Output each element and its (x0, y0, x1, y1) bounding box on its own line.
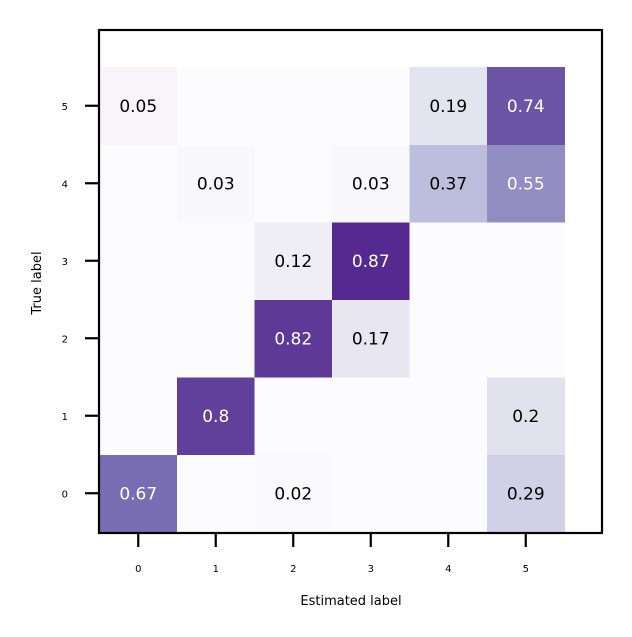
heatmap-cell-2-4 (254, 144, 333, 223)
cell-value-5-4: 0.55 (507, 174, 545, 194)
x-axis-title: Estimated label (300, 594, 401, 609)
heatmap-cell-4-4 (409, 144, 488, 223)
cell-value-5-1: 0.2 (512, 407, 539, 427)
cell-value-2-3: 0.12 (274, 252, 312, 272)
x-tick-label-1: 1 (213, 564, 219, 575)
heatmap-cell-1-1 (177, 377, 255, 455)
heatmap-cell-1-3 (177, 222, 255, 300)
y-axis-ticks: 0 1 2 3 4 5 (62, 102, 99, 500)
heatmap-cell-1-4 (177, 144, 255, 223)
cell-value-labels: 0.67 0.02 0.29 0.8 0.2 0.82 0.17 0.12 0.87 0.03 0.… (119, 97, 544, 505)
heatmap-cell-1-0 (177, 454, 255, 533)
x-tick-label-3: 3 (368, 564, 374, 575)
x-tick-label-2: 2 (290, 564, 296, 575)
y-tick-label-4: 4 (62, 179, 68, 190)
heatmap-cell-3-1 (332, 377, 410, 455)
heatmap-cell-3-0 (332, 454, 410, 533)
heatmap-cell-5-0 (487, 454, 565, 533)
y-tick-label-2: 2 (62, 334, 68, 345)
cell-value-3-2: 0.17 (352, 329, 390, 349)
heatmap-cell-5-1 (487, 377, 565, 455)
x-axis-ticks: 0 1 2 3 4 5 (135, 533, 529, 575)
cell-value-0-0: 0.67 (119, 484, 157, 504)
heatmap-cell-2-2 (254, 299, 333, 378)
cell-value-3-4: 0.03 (352, 174, 390, 194)
heatmap-cell-5-2 (487, 299, 565, 378)
heatmap-cell-4-0 (409, 454, 488, 533)
x-tick-label-5: 5 (523, 564, 529, 575)
heatmap-cell-0-1 (99, 377, 178, 455)
heatmap-cell-4-1 (409, 377, 488, 455)
heatmap-cell-4-2 (409, 299, 488, 378)
cell-value-4-5: 0.19 (429, 97, 467, 117)
cell-value-0-5: 0.05 (119, 97, 157, 117)
cell-value-2-0: 0.02 (274, 484, 312, 504)
y-tick-label-0: 0 (62, 489, 68, 500)
x-tick-label-4: 4 (445, 564, 451, 575)
heatmap-cell-5-3 (487, 222, 565, 300)
heatmap-cell-4-3 (409, 222, 488, 300)
cell-value-4-4: 0.37 (429, 174, 467, 194)
heatmap-cell-2-1 (254, 377, 333, 455)
cell-value-5-5: 0.74 (507, 97, 545, 117)
heatmap-cell-5-5 (487, 67, 565, 145)
heatmap-cell-3-4 (332, 144, 410, 223)
heatmap-cell-0-2 (99, 299, 178, 378)
heatmap-cell-3-5 (332, 67, 410, 145)
heatmap-cell-0-5 (99, 67, 178, 145)
y-tick-label-3: 3 (62, 257, 68, 268)
heatmap-cell-5-4 (487, 144, 565, 223)
cell-value-3-3: 0.87 (352, 252, 390, 272)
heatmap-cell-2-0 (254, 454, 333, 533)
heatmap-cell-0-4 (99, 144, 178, 223)
heatmap-cell-2-3 (254, 222, 333, 300)
heatmap-cells (99, 67, 565, 533)
heatmap-cell-1-2 (177, 299, 255, 378)
heatmap-cell-4-5 (409, 67, 488, 145)
cell-value-5-0: 0.29 (507, 484, 545, 504)
plot-frame (97, 28, 604, 535)
cell-value-2-2: 0.82 (274, 329, 312, 349)
cell-value-1-4: 0.03 (197, 174, 235, 194)
heatmap-cell-3-3 (332, 222, 410, 300)
y-tick-label-1: 1 (62, 412, 68, 423)
x-tick-label-0: 0 (135, 564, 141, 575)
y-axis-title: True label (30, 251, 45, 315)
heatmap-cell-2-5 (254, 67, 333, 145)
cell-value-1-1: 0.8 (202, 407, 229, 427)
heatmap-cell-0-0 (99, 454, 178, 533)
y-tick-label-5: 5 (62, 102, 68, 113)
heatmap-cell-3-2 (332, 299, 410, 378)
heatmap-cell-0-3 (99, 222, 178, 300)
heatmap-cell-1-5 (177, 67, 255, 145)
